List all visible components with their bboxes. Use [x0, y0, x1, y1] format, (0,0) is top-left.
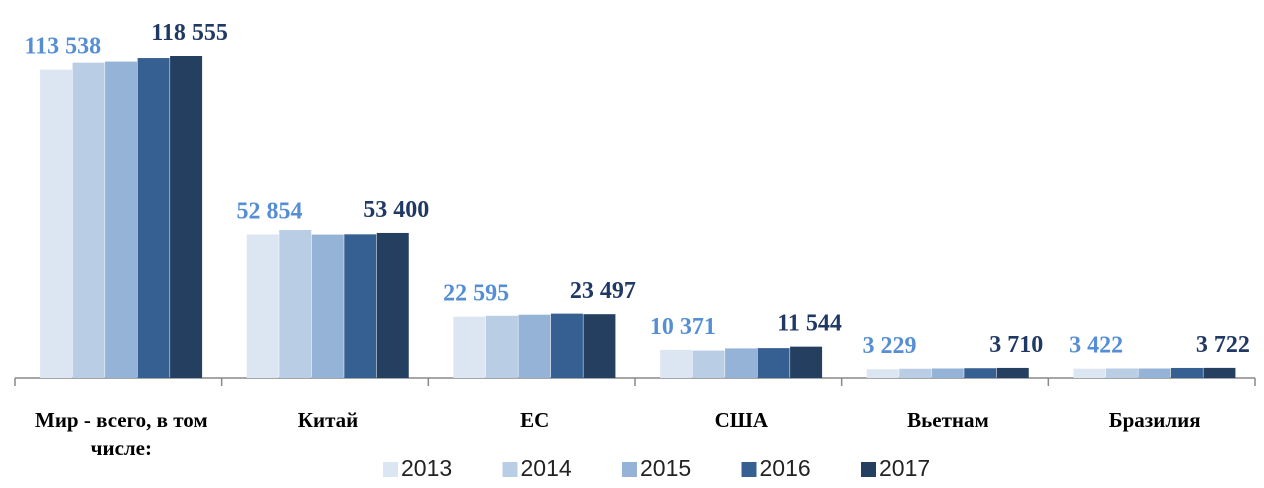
- bar: [105, 61, 138, 379]
- bar: [1203, 367, 1236, 378]
- bar: [964, 368, 997, 378]
- data-label: 52 854: [237, 198, 303, 224]
- bar: [1170, 367, 1203, 378]
- bar: [137, 58, 170, 379]
- data-label: 53 400: [363, 197, 429, 223]
- category-label: Китай: [297, 408, 359, 432]
- bar: [866, 369, 899, 378]
- bar: [931, 368, 964, 378]
- bar: [1138, 368, 1171, 378]
- data-label: 113 538: [24, 34, 101, 60]
- bar: [518, 314, 551, 378]
- bar: [692, 350, 725, 378]
- data-label: 3 722: [1196, 332, 1250, 358]
- bar: [40, 69, 73, 378]
- data-label: 3 710: [989, 332, 1043, 358]
- category-label: Бразилия: [1108, 408, 1201, 432]
- legend-swatch: [622, 462, 637, 477]
- bar: [170, 56, 203, 378]
- legend-swatch: [502, 462, 518, 477]
- bar: [279, 229, 312, 378]
- bar: [1105, 368, 1138, 378]
- data-label: 22 595: [443, 281, 509, 307]
- legend-label: 2013: [401, 455, 452, 481]
- legend-swatch: [861, 462, 876, 477]
- data-label: 11 544: [777, 311, 842, 337]
- category-label: Вьетнам: [907, 408, 989, 432]
- data-label: 3 229: [863, 333, 917, 359]
- bar: [1073, 368, 1106, 378]
- bar: [725, 348, 758, 378]
- bar: [485, 315, 518, 378]
- category-label: ЕС: [520, 408, 550, 432]
- data-label: 23 497: [570, 278, 636, 304]
- bar: [899, 368, 932, 378]
- legend-swatch: [383, 462, 398, 477]
- category-label: США: [714, 408, 769, 432]
- data-label: 10 371: [650, 314, 716, 340]
- bar: [72, 62, 105, 378]
- bar: [583, 314, 616, 378]
- bar: [996, 367, 1029, 378]
- bar: [757, 348, 790, 378]
- legend-label: 2017: [879, 455, 930, 481]
- bar: [660, 349, 693, 378]
- bar: [311, 234, 344, 378]
- data-label: 118 555: [151, 20, 228, 46]
- legend-label: 2016: [760, 455, 811, 481]
- bar: [246, 234, 279, 378]
- bar: [344, 234, 377, 378]
- bar: [453, 316, 486, 378]
- category-label: Мир - всего, в том числе:: [35, 408, 208, 460]
- bar: [376, 232, 409, 378]
- legend-swatch: [741, 462, 757, 477]
- bar: [550, 313, 583, 378]
- bar: [790, 346, 823, 378]
- legend-label: 2014: [521, 455, 572, 481]
- legend-label: 2015: [640, 455, 691, 481]
- data-label: 3 422: [1069, 333, 1123, 359]
